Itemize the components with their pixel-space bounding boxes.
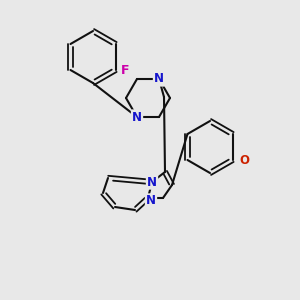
Text: N: N bbox=[147, 176, 157, 188]
Text: N: N bbox=[146, 194, 156, 208]
Text: N: N bbox=[154, 72, 164, 86]
Text: N: N bbox=[132, 111, 142, 124]
Text: O: O bbox=[239, 154, 250, 166]
Text: F: F bbox=[121, 64, 130, 76]
